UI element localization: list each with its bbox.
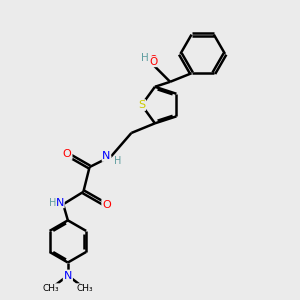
Text: O: O [149, 57, 157, 67]
Text: S: S [138, 100, 145, 110]
Text: H: H [114, 156, 122, 166]
Text: N: N [102, 151, 111, 161]
Text: O: O [63, 149, 72, 159]
Text: N: N [56, 198, 64, 208]
Text: HO: HO [142, 55, 158, 65]
Text: H: H [141, 52, 148, 63]
Text: O: O [102, 200, 111, 210]
Text: H: H [49, 198, 56, 208]
Text: CH₃: CH₃ [43, 284, 59, 293]
Text: N: N [64, 271, 72, 281]
Text: CH₃: CH₃ [76, 284, 93, 293]
